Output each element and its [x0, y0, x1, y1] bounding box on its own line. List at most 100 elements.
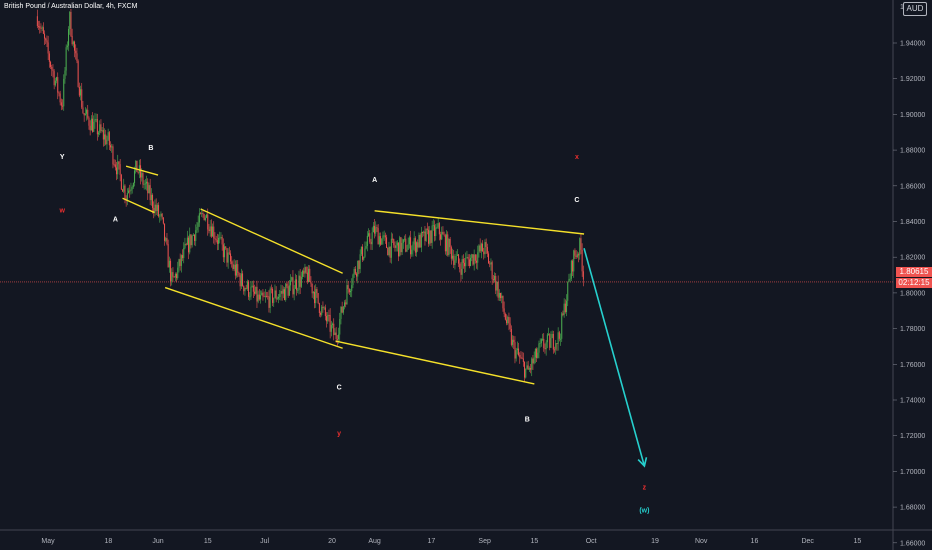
- candle-body: [249, 296, 251, 298]
- time-tick-label: 16: [751, 538, 759, 545]
- candle-body: [504, 313, 506, 320]
- candle-body: [555, 343, 557, 350]
- candle-body: [230, 253, 232, 262]
- candle-body: [71, 35, 73, 45]
- candle-body: [64, 70, 66, 79]
- candle-body: [305, 267, 307, 273]
- candle-body: [534, 348, 536, 358]
- candle-body: [203, 214, 205, 221]
- bar-countdown-label: 02:12:15: [896, 278, 932, 288]
- candle-body: [432, 225, 434, 227]
- candle-body: [389, 246, 391, 258]
- candle-body: [474, 254, 476, 261]
- candle-body: [202, 213, 204, 215]
- time-axis[interactable]: May 18 Jun 15 Jul 20 Aug 17 Sep 15 Oct 19 Nov 16 Dec 15: [41, 538, 861, 545]
- candle-body: [196, 226, 198, 231]
- candle-body: [150, 194, 152, 201]
- candle-body: [197, 222, 199, 227]
- candle-body: [40, 28, 42, 29]
- candle-body: [173, 276, 175, 278]
- candle-body: [502, 295, 504, 309]
- candle-body: [471, 254, 473, 258]
- candle-body: [515, 350, 517, 359]
- candle-body: [375, 227, 377, 234]
- candle-body: [70, 11, 72, 36]
- candle-body: [582, 271, 584, 280]
- time-tick-label: 19: [651, 538, 659, 545]
- candle-body: [41, 27, 43, 29]
- candle-body: [238, 272, 240, 276]
- candle-body: [212, 226, 214, 237]
- candle-body: [167, 244, 169, 268]
- candle-body: [262, 292, 264, 297]
- wave-labels-layer: Yw B A A Cy Bx Cz (w): [58, 145, 649, 514]
- candle-body: [66, 45, 68, 48]
- candle-body: [243, 285, 245, 292]
- candle-body: [240, 273, 242, 287]
- candle-body: [75, 50, 77, 54]
- candle-body: [281, 291, 283, 294]
- candle-body: [486, 247, 488, 254]
- wave-label: B: [148, 145, 153, 152]
- candle-body: [417, 242, 419, 248]
- candle-body: [324, 307, 326, 317]
- candle-body: [581, 249, 583, 272]
- candle-body: [424, 231, 426, 241]
- candle-body: [338, 334, 340, 340]
- candle-body: [321, 306, 323, 315]
- candle-body: [216, 240, 218, 244]
- candle-body: [165, 238, 167, 241]
- candles-layer: [36, 9, 584, 382]
- candle-body: [323, 307, 325, 309]
- candle-body: [426, 228, 428, 230]
- candle-body: [508, 316, 510, 324]
- candle-body: [209, 226, 211, 232]
- candle-body: [363, 256, 365, 260]
- candle-body: [345, 302, 347, 305]
- candle-body: [222, 244, 224, 258]
- candle-body: [543, 338, 545, 349]
- time-tick-label: Sep: [478, 538, 491, 545]
- candle-body: [184, 244, 186, 248]
- candle-body: [137, 172, 139, 173]
- trendline: [164, 286, 343, 349]
- candle-body: [384, 235, 386, 238]
- candle-body: [570, 260, 572, 279]
- candle-body: [478, 245, 480, 253]
- price-tick-label: 1.74000: [900, 398, 925, 405]
- candle-body: [311, 283, 313, 294]
- candle-body: [414, 238, 416, 253]
- candle-body: [440, 234, 442, 240]
- candle-body: [158, 205, 160, 217]
- projection-arrow-head: [637, 457, 648, 468]
- currency-badge[interactable]: AUD: [903, 2, 927, 16]
- candle-body: [576, 254, 578, 258]
- candle-body: [138, 165, 140, 173]
- candle-body: [467, 257, 469, 260]
- candle-body: [573, 250, 575, 272]
- candle-body: [124, 185, 126, 199]
- candle-body: [178, 259, 180, 268]
- candle-body: [406, 249, 408, 252]
- time-tick-label: 18: [104, 538, 112, 545]
- candle-body: [334, 332, 336, 336]
- candle-body: [377, 228, 379, 245]
- candle-body: [297, 289, 299, 291]
- candle-body: [554, 349, 556, 351]
- candle-body: [395, 245, 397, 248]
- candle-body: [410, 237, 412, 255]
- chart-title: British Pound / Australian Dollar, 4h, F…: [4, 3, 138, 10]
- candle-body: [322, 306, 324, 308]
- candle-body: [396, 242, 398, 246]
- candle-body: [152, 194, 154, 208]
- candle-body: [496, 281, 498, 291]
- candle-body: [342, 306, 344, 313]
- candle-body: [88, 117, 90, 126]
- time-tick-label: 15: [204, 538, 212, 545]
- candle-body: [525, 368, 527, 378]
- candle-body: [260, 295, 262, 300]
- candle-body: [168, 260, 170, 268]
- candle-body: [310, 282, 312, 284]
- candle-body: [258, 294, 260, 300]
